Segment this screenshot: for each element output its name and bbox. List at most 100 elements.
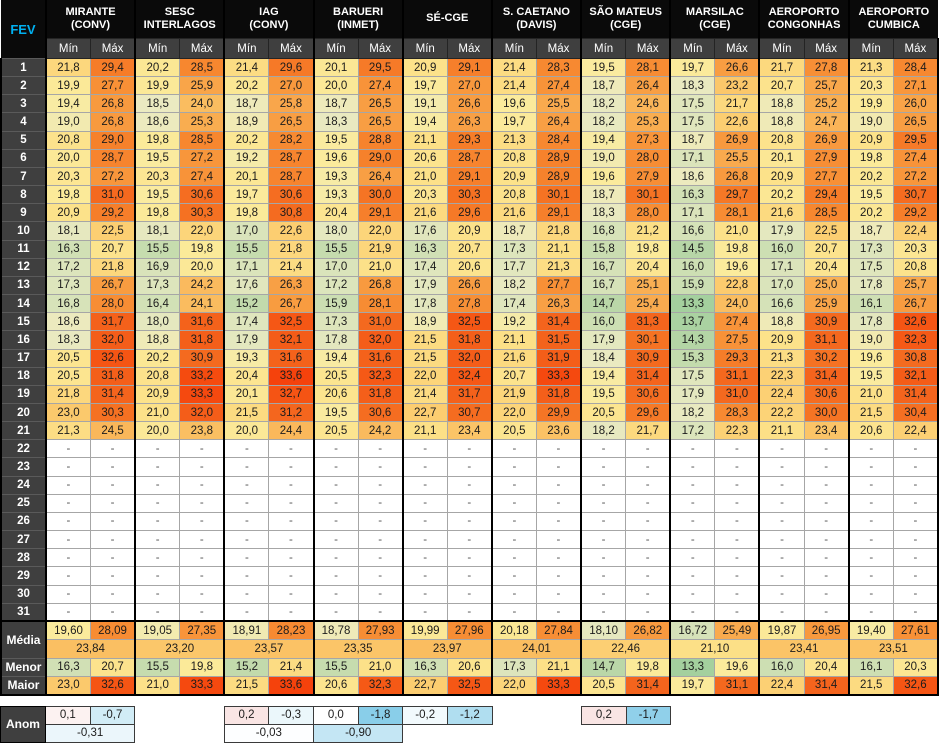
- day-row-14: 14 16,8 28,0 16,4 24,1 15,2 26,7 15,9 28,1 17,8 27…: [0, 294, 939, 314]
- temp-cell: 17,9: [580, 330, 627, 350]
- empty-cell: -: [580, 493, 627, 513]
- day-row-1: 1 21,8 29,4 20,2 28,5 21,4 29,6 20,1 29,5 20,9 29,…: [0, 57, 939, 78]
- temp-cell: 13,7: [669, 312, 716, 332]
- min-header: Mín: [134, 38, 181, 59]
- temp-cell: 20,3: [847, 76, 894, 96]
- empty-cell: -: [892, 457, 939, 477]
- temp-cell: 19,5: [580, 57, 627, 78]
- min-header: Mín: [490, 38, 537, 59]
- empty-cell: -: [44, 475, 92, 495]
- month-label: FEV: [1, 0, 47, 59]
- empty-cell: -: [625, 457, 671, 477]
- temp-cell: 19,8: [44, 185, 92, 205]
- empty-cell: -: [44, 493, 92, 513]
- empty-cell: -: [625, 602, 671, 622]
- temp-cell: 21,4: [490, 57, 537, 78]
- max-header: Máx: [179, 38, 225, 59]
- day-row-6: 6 20,0 28,7 19,5 27,2 19,2 28,7 19,6 29,0 20,6 28,…: [0, 148, 939, 168]
- temp-cell: 22,3: [758, 366, 805, 386]
- temp-cell: 17,5: [669, 94, 716, 114]
- temp-cell: 31,5: [535, 330, 582, 350]
- empty-cell: -: [357, 457, 404, 477]
- day-row-5: 5 20,8 29,0 19,8 28,5 20,2 28,2 19,5 28,8 21,1 29,…: [0, 130, 939, 150]
- temp-cell: 29,3: [714, 348, 760, 368]
- day-label: 1: [0, 57, 47, 78]
- temp-cell: 20,5: [490, 421, 537, 441]
- empty-cell: -: [758, 457, 805, 477]
- temp-cell: 32,7: [268, 384, 314, 404]
- temp-cell: 21,0: [134, 402, 181, 423]
- temp-cell: 19,2: [223, 148, 270, 168]
- temp-cell: 31,6: [357, 348, 404, 368]
- empty-cell: -: [669, 602, 716, 622]
- temp-cell: 20,8: [490, 185, 537, 205]
- temp-cell: 17,0: [312, 257, 359, 277]
- anomaly-min-cell: 0,1: [44, 705, 91, 725]
- temp-cell: 21,6: [490, 348, 537, 368]
- temp-cell: 16,8: [580, 221, 627, 241]
- temp-cell: 20,6: [312, 384, 359, 404]
- temp-cell: 18,8: [134, 330, 181, 350]
- temp-cell: 24,4: [268, 421, 314, 441]
- temp-cell: 19,8: [179, 239, 225, 259]
- empty-cell: -: [401, 602, 448, 622]
- temp-cell: 27,9: [803, 148, 850, 168]
- station-header-8: AEROPORTO CONGONHAS: [758, 0, 849, 39]
- anomaly-min-cell: 0,2: [223, 705, 270, 725]
- maior-cell: 32,6: [892, 676, 939, 696]
- empty-cell: -: [669, 566, 716, 586]
- empty-cell: -: [179, 548, 225, 568]
- temp-cell: 20,2: [223, 76, 270, 96]
- empty-cell: -: [490, 584, 537, 604]
- empty-cell: -: [268, 511, 314, 532]
- temp-cell: 17,5: [669, 112, 716, 132]
- temp-cell: 26,8: [357, 275, 404, 296]
- empty-cell: -: [268, 439, 314, 459]
- temp-cell: 18,0: [312, 221, 359, 241]
- temp-cell: 27,8: [803, 57, 850, 78]
- empty-cell: -: [90, 566, 136, 586]
- empty-cell: -: [223, 566, 270, 586]
- temp-cell: 21,6: [401, 203, 448, 223]
- empty-cell: -: [803, 548, 850, 568]
- temp-cell: 19,5: [847, 185, 894, 205]
- temp-cell: 20,2: [847, 166, 894, 187]
- temp-cell: 21,4: [223, 57, 270, 78]
- temp-cell: 32,0: [357, 330, 404, 350]
- temp-cell: 28,4: [535, 130, 582, 150]
- temp-cell: 21,2: [625, 221, 671, 241]
- empty-cell: -: [312, 511, 359, 532]
- temp-cell: 17,3: [134, 275, 181, 296]
- temp-cell: 32,1: [268, 330, 314, 350]
- empty-cell: -: [803, 566, 850, 586]
- empty-cell: -: [892, 493, 939, 513]
- temp-cell: 19,4: [44, 94, 92, 114]
- temp-cell: 27,2: [892, 166, 939, 187]
- anomaly-blank: [850, 724, 939, 742]
- temp-cell: 18,2: [580, 94, 627, 114]
- empty-cell: -: [758, 530, 805, 550]
- max-header: Máx: [357, 38, 404, 59]
- temp-cell: 31,8: [179, 330, 225, 350]
- temp-cell: 31,9: [535, 348, 582, 368]
- min-header: Mín: [223, 38, 270, 59]
- empty-cell: -: [714, 475, 760, 495]
- empty-cell: -: [446, 475, 493, 495]
- empty-cell: -: [401, 439, 448, 459]
- media-overall-cell: 21,10: [669, 639, 760, 659]
- temp-cell: 21,4: [401, 384, 448, 404]
- temp-cell: 20,8: [490, 148, 537, 168]
- temp-cell: 16,7: [580, 257, 627, 277]
- empty-cell: -: [714, 511, 760, 532]
- temp-cell: 29,2: [892, 203, 939, 223]
- day-label: 8: [0, 185, 47, 205]
- empty-cell: -: [892, 439, 939, 459]
- empty-cell: -: [223, 511, 270, 532]
- day-label: 27: [0, 530, 47, 550]
- temp-cell: 30,7: [446, 402, 493, 423]
- temp-cell: 27,4: [892, 148, 939, 168]
- empty-cell: -: [134, 439, 181, 459]
- empty-cell: -: [535, 602, 582, 622]
- temp-cell: 29,9: [535, 402, 582, 423]
